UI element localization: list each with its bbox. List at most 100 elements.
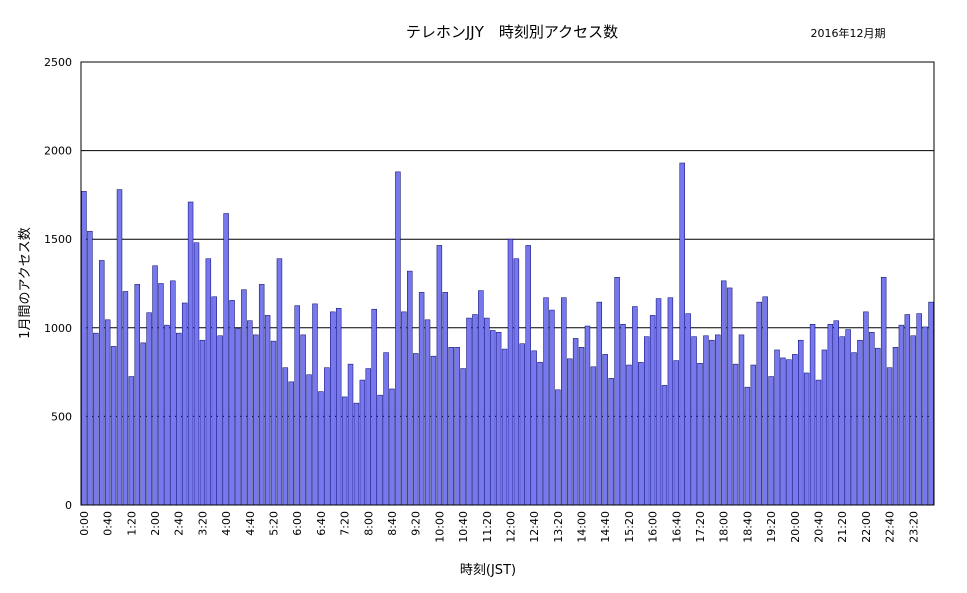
bar — [762, 296, 768, 506]
bar — [892, 347, 899, 506]
bar — [561, 297, 567, 506]
bar — [116, 189, 123, 506]
bar — [869, 331, 875, 506]
bar — [294, 305, 300, 506]
bar — [217, 335, 223, 506]
x-tick-label: 4:00 — [220, 511, 233, 536]
bar — [158, 283, 164, 506]
bar — [525, 245, 531, 506]
bar — [146, 312, 152, 506]
bar — [691, 336, 697, 506]
bar — [697, 362, 703, 506]
x-tick-label: 16:40 — [670, 511, 683, 543]
x-tick-label: 18:40 — [741, 511, 754, 543]
y-tick-labels: 0 500 1000 1500 2000 2500 — [44, 56, 72, 512]
chart-title: テレホンJJY 時刻別アクセス数 — [406, 23, 618, 41]
bar — [815, 379, 822, 506]
bar — [270, 340, 277, 506]
chart-period: 2016年12月期 — [811, 26, 886, 40]
bar — [152, 265, 158, 506]
bar — [845, 329, 851, 506]
bar — [170, 280, 176, 506]
x-tick-label: 6:40 — [315, 511, 328, 536]
bar — [750, 364, 757, 506]
bar — [330, 311, 336, 506]
bar — [602, 354, 608, 506]
bar — [199, 339, 206, 506]
bar — [608, 378, 614, 506]
x-tick-label: 0:00 — [78, 511, 91, 536]
bar — [566, 358, 573, 506]
bars — [81, 162, 934, 506]
bar — [638, 362, 644, 506]
bar — [709, 339, 715, 506]
bar — [164, 324, 170, 506]
bar — [774, 349, 780, 506]
bar — [282, 367, 289, 506]
bar — [851, 352, 857, 506]
x-tick-label: 20:00 — [789, 511, 802, 543]
x-tick-label: 6:00 — [291, 511, 304, 536]
x-tick-label: 20:40 — [812, 511, 825, 543]
x-axis-label: 時刻(JST) — [460, 563, 516, 578]
x-tick-label: 18:00 — [718, 511, 731, 543]
x-tick-label: 13:20 — [552, 511, 565, 543]
bar — [247, 320, 253, 506]
x-tick-label: 12:00 — [504, 511, 517, 543]
bar — [792, 354, 798, 506]
y-tick-label: 1500 — [44, 233, 72, 246]
bar — [412, 353, 419, 506]
bar — [916, 313, 922, 506]
bar — [430, 355, 437, 506]
bar — [898, 324, 905, 506]
x-tick-label: 11:20 — [481, 511, 494, 543]
bar — [395, 171, 401, 506]
bar — [359, 379, 366, 506]
x-tick-label: 15:20 — [623, 511, 636, 543]
x-tick-label: 4:40 — [244, 511, 257, 536]
x-tick-labels: 0:00 0:40 1:20 2:00 2:40 3:20 4:00 4:40 5:20 6:00… — [78, 511, 920, 543]
bar — [803, 372, 810, 506]
bar — [478, 290, 484, 506]
x-tick-label: 16:00 — [647, 511, 660, 543]
bar — [436, 245, 443, 506]
bar — [715, 334, 721, 506]
bar — [780, 357, 786, 506]
bar — [922, 326, 928, 506]
x-tick-label: 7:20 — [339, 511, 352, 536]
bar — [229, 300, 235, 506]
x-tick-label: 9:20 — [410, 511, 423, 536]
bar — [667, 297, 674, 506]
bar — [584, 325, 591, 506]
bar — [543, 297, 549, 506]
bar — [928, 301, 934, 506]
bar — [620, 324, 626, 506]
bar — [377, 394, 383, 506]
bar — [904, 314, 911, 506]
bar — [81, 191, 87, 506]
bar — [353, 402, 360, 506]
bar — [181, 302, 188, 506]
bar — [134, 284, 140, 506]
bar — [768, 376, 774, 506]
bar — [371, 308, 377, 506]
bar — [614, 277, 620, 506]
bar — [401, 311, 407, 506]
bar — [460, 368, 466, 506]
bar — [572, 338, 579, 506]
bar — [407, 270, 413, 506]
bar — [424, 319, 431, 506]
x-tick-label: 8:00 — [362, 511, 375, 536]
bar — [910, 335, 916, 506]
x-tick-label: 23:20 — [907, 511, 920, 543]
bar — [312, 303, 318, 506]
bar — [276, 258, 283, 506]
bar — [454, 347, 460, 506]
bar — [507, 238, 514, 506]
bar — [649, 315, 656, 506]
bar — [513, 258, 520, 506]
bar — [744, 386, 751, 506]
x-tick-label: 1:20 — [125, 511, 138, 536]
